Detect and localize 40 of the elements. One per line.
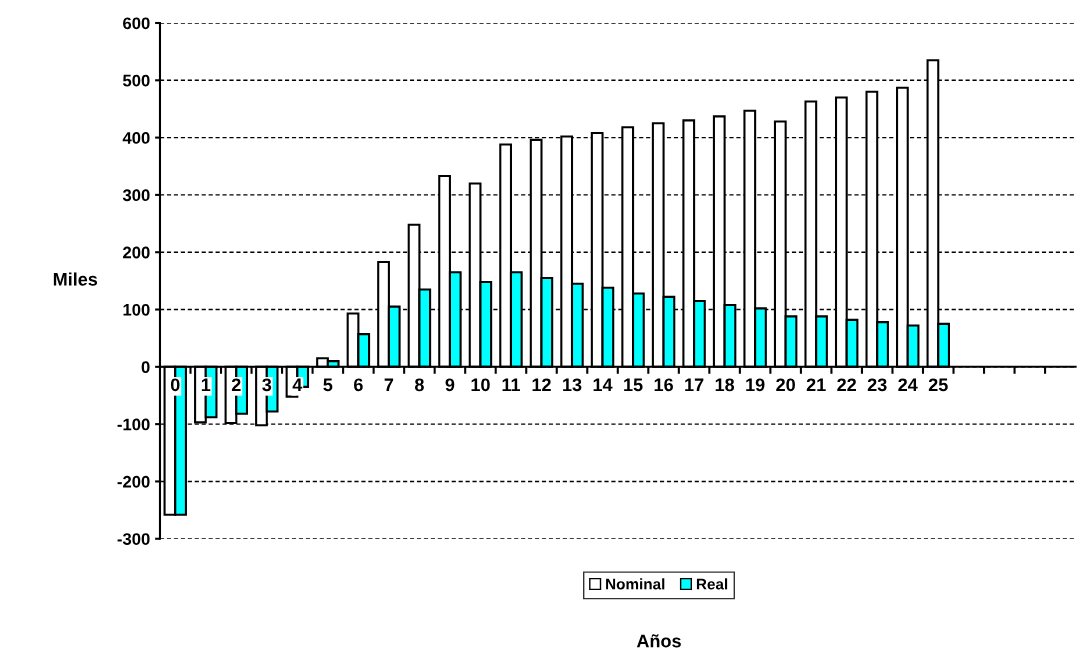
x-tick-label: 9: [445, 378, 455, 392]
legend-label: Real: [696, 578, 728, 590]
x-tick-label: 3: [262, 378, 272, 392]
y-tick-label: 500: [122, 74, 150, 87]
x-tick-label: 11: [502, 378, 521, 392]
x-tick-label: 24: [898, 378, 918, 392]
x-tick-label: 25: [928, 378, 948, 392]
x-tick-label: 23: [867, 378, 887, 392]
x-tick-label: 4: [292, 378, 303, 392]
x-tick-label: 7: [384, 378, 394, 392]
x-tick-label: 5: [323, 378, 333, 392]
x-tick-label: 17: [685, 378, 704, 392]
x-tick-label: 10: [471, 378, 490, 392]
y-tick-label: 100: [123, 303, 150, 316]
y-tick-label: -100: [117, 418, 150, 431]
x-tick-label: 19: [746, 378, 765, 392]
x-tick-label: 14: [593, 378, 613, 392]
x-tick-label: 15: [624, 378, 643, 392]
y-tick-label: 0: [141, 361, 150, 374]
x-tick-label: 16: [654, 378, 673, 392]
y-tick-label: 600: [123, 17, 150, 30]
x-tick-label: 22: [837, 378, 857, 392]
x-tick-label: 18: [715, 378, 735, 392]
y-axis-title: Miles: [53, 272, 98, 286]
y-tick-label: -300: [117, 533, 150, 545]
x-tick-label: 6: [354, 378, 363, 392]
x-tick-label: 20: [776, 378, 795, 392]
y-tick-label: 400: [122, 132, 150, 144]
x-tick-label: 8: [414, 378, 424, 392]
y-tick-label: -200: [117, 475, 150, 488]
y-tick-label: 200: [123, 246, 150, 259]
x-tick-label: 21: [806, 378, 826, 392]
x-tick-label: 1: [201, 378, 211, 392]
x-tick-label: 2: [231, 378, 241, 392]
x-tick-label: 12: [532, 378, 551, 392]
y-tick-label: 300: [122, 189, 150, 202]
legend-label: Nominal: [606, 578, 665, 590]
x-tick-label: 13: [563, 378, 582, 392]
x-axis-title: Años: [636, 634, 681, 648]
x-tick-label: 0: [170, 378, 180, 392]
